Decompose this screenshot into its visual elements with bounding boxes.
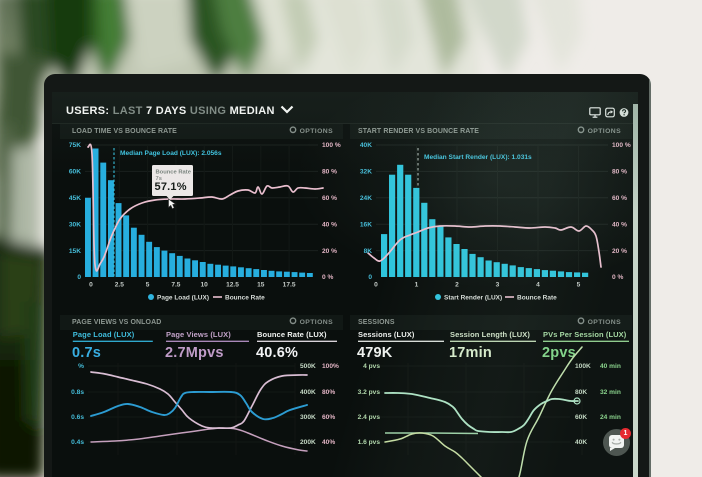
svg-text:0.4s: 0.4s bbox=[71, 439, 84, 446]
svg-text:1: 1 bbox=[415, 282, 419, 289]
svg-text:60 %: 60 % bbox=[612, 195, 627, 202]
svg-text:START RENDER VS BOUNCE RATE: START RENDER VS BOUNCE RATE bbox=[358, 128, 479, 135]
svg-text:2.4 pvs: 2.4 pvs bbox=[358, 414, 381, 421]
svg-text:OPTIONS: OPTIONS bbox=[300, 128, 333, 135]
svg-text:40 %: 40 % bbox=[612, 221, 627, 228]
svg-text:2.7Mpvs: 2.7Mpvs bbox=[165, 345, 224, 361]
svg-text:Median Page Load (LUX): 2.056s: Median Page Load (LUX): 2.056s bbox=[120, 150, 222, 157]
svg-text:0.6s: 0.6s bbox=[71, 414, 84, 421]
svg-text:40.6%: 40.6% bbox=[256, 345, 298, 361]
svg-text:2: 2 bbox=[455, 282, 459, 289]
svg-text:400K: 400K bbox=[300, 389, 316, 396]
svg-text:Bounce Rate (LUX): Bounce Rate (LUX) bbox=[257, 330, 327, 339]
svg-text:479K: 479K bbox=[357, 345, 393, 361]
svg-text:100K: 100K bbox=[575, 363, 591, 370]
svg-text:200K: 200K bbox=[300, 439, 316, 446]
svg-text:Bounce Rate: Bounce Rate bbox=[517, 295, 557, 302]
svg-text:40K: 40K bbox=[360, 142, 372, 149]
svg-text:2.5: 2.5 bbox=[115, 282, 124, 289]
svg-text:80 %: 80 % bbox=[322, 169, 337, 176]
svg-text:20 %: 20 % bbox=[322, 248, 337, 255]
svg-text:Page Views (LUX): Page Views (LUX) bbox=[166, 330, 231, 339]
svg-text:500K: 500K bbox=[300, 363, 316, 370]
svg-text:300K: 300K bbox=[300, 414, 316, 421]
svg-text:40 min: 40 min bbox=[600, 363, 621, 370]
svg-text:3: 3 bbox=[496, 282, 500, 289]
svg-text:20 %: 20 % bbox=[612, 248, 627, 255]
svg-text:Bounce Rate: Bounce Rate bbox=[156, 170, 192, 176]
svg-text:80K: 80K bbox=[575, 389, 587, 396]
svg-text:60K: 60K bbox=[69, 169, 81, 176]
svg-text:7s: 7s bbox=[156, 176, 162, 182]
svg-text:15K: 15K bbox=[69, 248, 81, 255]
svg-text:60 %: 60 % bbox=[322, 195, 337, 202]
svg-text:0: 0 bbox=[77, 274, 81, 281]
svg-text:32K: 32K bbox=[360, 169, 372, 176]
svg-text:LOAD TIME VS BOUNCE RATE: LOAD TIME VS BOUNCE RATE bbox=[72, 128, 177, 135]
svg-text:24K: 24K bbox=[360, 195, 372, 202]
svg-text:Session Length (LUX): Session Length (LUX) bbox=[450, 330, 530, 339]
svg-text:OPTIONS: OPTIONS bbox=[588, 128, 621, 135]
svg-text:17min: 17min bbox=[449, 345, 492, 361]
svg-text:SESSIONS: SESSIONS bbox=[358, 319, 395, 326]
svg-text:0: 0 bbox=[89, 282, 93, 289]
svg-text:0 %: 0 % bbox=[612, 274, 623, 281]
svg-text:24 min: 24 min bbox=[600, 414, 621, 421]
svg-text:40%: 40% bbox=[322, 439, 335, 446]
svg-text:1.6 pvs: 1.6 pvs bbox=[358, 439, 381, 446]
svg-text:5: 5 bbox=[146, 282, 150, 289]
svg-text:%: % bbox=[78, 363, 84, 370]
svg-text:4 pvs: 4 pvs bbox=[363, 363, 380, 370]
svg-text:60K: 60K bbox=[575, 414, 587, 421]
svg-text:45K: 45K bbox=[69, 195, 81, 202]
svg-text:10: 10 bbox=[201, 282, 209, 289]
svg-text:PVs Per Session (LUX): PVs Per Session (LUX) bbox=[543, 330, 627, 339]
svg-text:Median Start Render (LUX): 1.0: Median Start Render (LUX): 1.031s bbox=[424, 154, 532, 161]
svg-text:100 %: 100 % bbox=[322, 142, 341, 149]
svg-text:2pvs: 2pvs bbox=[542, 345, 576, 361]
svg-text:17.5: 17.5 bbox=[283, 282, 296, 289]
svg-text:15: 15 bbox=[257, 282, 265, 289]
svg-text:32 min: 32 min bbox=[600, 389, 621, 396]
svg-text:Page Load (LUX): Page Load (LUX) bbox=[73, 330, 135, 339]
svg-text:60%: 60% bbox=[322, 414, 335, 421]
svg-text:100 %: 100 % bbox=[612, 142, 631, 149]
svg-text:16K: 16K bbox=[360, 221, 372, 228]
svg-text:0: 0 bbox=[374, 282, 378, 289]
svg-text:7.5: 7.5 bbox=[171, 282, 180, 289]
svg-text:PAGE VIEWS VS ONLOAD: PAGE VIEWS VS ONLOAD bbox=[72, 319, 161, 326]
svg-text:80 %: 80 % bbox=[612, 169, 627, 176]
svg-text:40 %: 40 % bbox=[322, 221, 337, 228]
svg-text:0: 0 bbox=[368, 274, 372, 281]
svg-text:Page Load (LUX): Page Load (LUX) bbox=[157, 295, 209, 302]
svg-text:75K: 75K bbox=[69, 142, 81, 149]
svg-text:8K: 8K bbox=[364, 248, 373, 255]
svg-text:Start Render (LUX): Start Render (LUX) bbox=[444, 295, 502, 302]
svg-text:57.1%: 57.1% bbox=[155, 181, 187, 193]
svg-text:Sessions (LUX): Sessions (LUX) bbox=[358, 330, 415, 339]
svg-text:12.5: 12.5 bbox=[226, 282, 239, 289]
svg-text:4: 4 bbox=[536, 282, 540, 289]
svg-text:40K: 40K bbox=[575, 439, 587, 446]
svg-text:Bounce Rate: Bounce Rate bbox=[225, 295, 265, 302]
svg-text:3.2 pvs: 3.2 pvs bbox=[358, 389, 381, 396]
svg-text:0 %: 0 % bbox=[322, 274, 333, 281]
svg-text:100%: 100% bbox=[322, 363, 339, 370]
svg-text:5: 5 bbox=[577, 282, 581, 289]
svg-text:80%: 80% bbox=[322, 389, 335, 396]
svg-text:OPTIONS: OPTIONS bbox=[588, 319, 621, 326]
svg-text:0.7s: 0.7s bbox=[72, 345, 101, 361]
svg-text:0.8s: 0.8s bbox=[71, 389, 84, 396]
svg-text:30K: 30K bbox=[69, 221, 81, 228]
svg-text:OPTIONS: OPTIONS bbox=[300, 319, 333, 326]
